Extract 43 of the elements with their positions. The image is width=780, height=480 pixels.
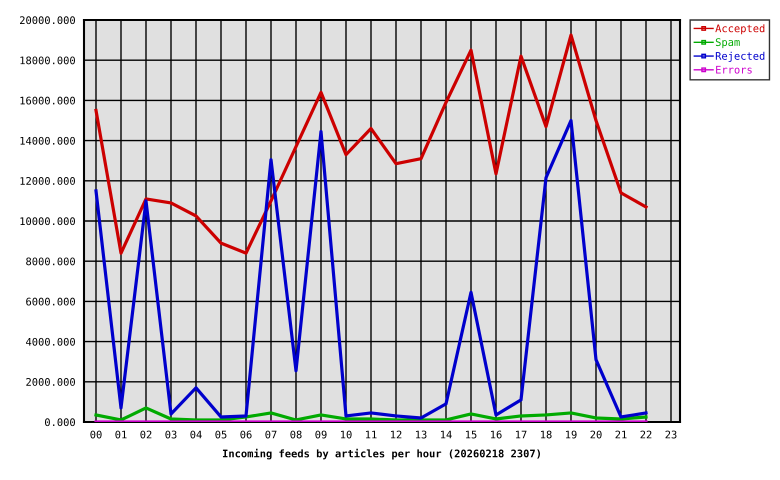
y-tick-label: 10000.000: [20, 217, 75, 226]
y-tick-label: 16000.000: [20, 96, 75, 105]
y-tick-label: 20000.000: [20, 16, 75, 24]
x-tick-label: 03: [165, 430, 176, 438]
x-tick-label: 22: [640, 430, 652, 438]
legend-label: Accepted: [715, 24, 764, 34]
legend-label: Rejected: [716, 52, 764, 62]
y-tick-label: 2000.000: [26, 378, 75, 386]
x-tick-label: 15: [466, 430, 476, 438]
x-tick-label: 06: [240, 430, 252, 438]
x-tick-label: 18: [540, 430, 552, 438]
line-series: [94, 118, 648, 420]
x-tick-label: 21: [616, 430, 627, 438]
x-tick-label: 12: [390, 430, 402, 438]
y-tick-label: 12000.000: [20, 177, 75, 185]
x-tick-label: 05: [215, 430, 226, 438]
x-tick-label: 14: [440, 430, 452, 438]
x-tick-label: 23: [666, 430, 676, 438]
y-tick-label: 14000.000: [20, 136, 75, 145]
line-series: [94, 33, 648, 255]
x-tick-label: 11: [366, 430, 377, 438]
x-tick-label: 07: [265, 430, 276, 438]
legend-label: Spam: [716, 38, 740, 48]
x-tick-label: 20: [590, 430, 602, 438]
y-tick-label: 8000.000: [26, 257, 75, 266]
x-tick-label: 13: [416, 430, 426, 438]
x-tick-label: 08: [290, 430, 302, 438]
x-tick-label: 01: [115, 430, 127, 438]
x-tick-label: 00: [90, 430, 102, 438]
x-tick-label: 09: [315, 430, 327, 438]
x-tick-label: 17: [516, 430, 526, 438]
y-tick-label: 4000.000: [26, 338, 75, 346]
y-tick-label: 0.000: [44, 418, 75, 426]
x-tick-label: 04: [190, 430, 202, 438]
y-tick-label: 6000.000: [26, 298, 75, 306]
x-tick-label: 16: [490, 430, 502, 438]
y-tick-label: 18000.000: [20, 56, 75, 64]
x-tick-label: 19: [566, 430, 577, 438]
legend-label: Errors: [716, 66, 752, 74]
x-tick-label: 02: [140, 430, 152, 438]
x-tick-label: 10: [340, 430, 352, 438]
line-series: [94, 406, 648, 422]
x-axis-title: Incoming feeds by articles per hour (20260218 2307): [222, 448, 540, 460]
